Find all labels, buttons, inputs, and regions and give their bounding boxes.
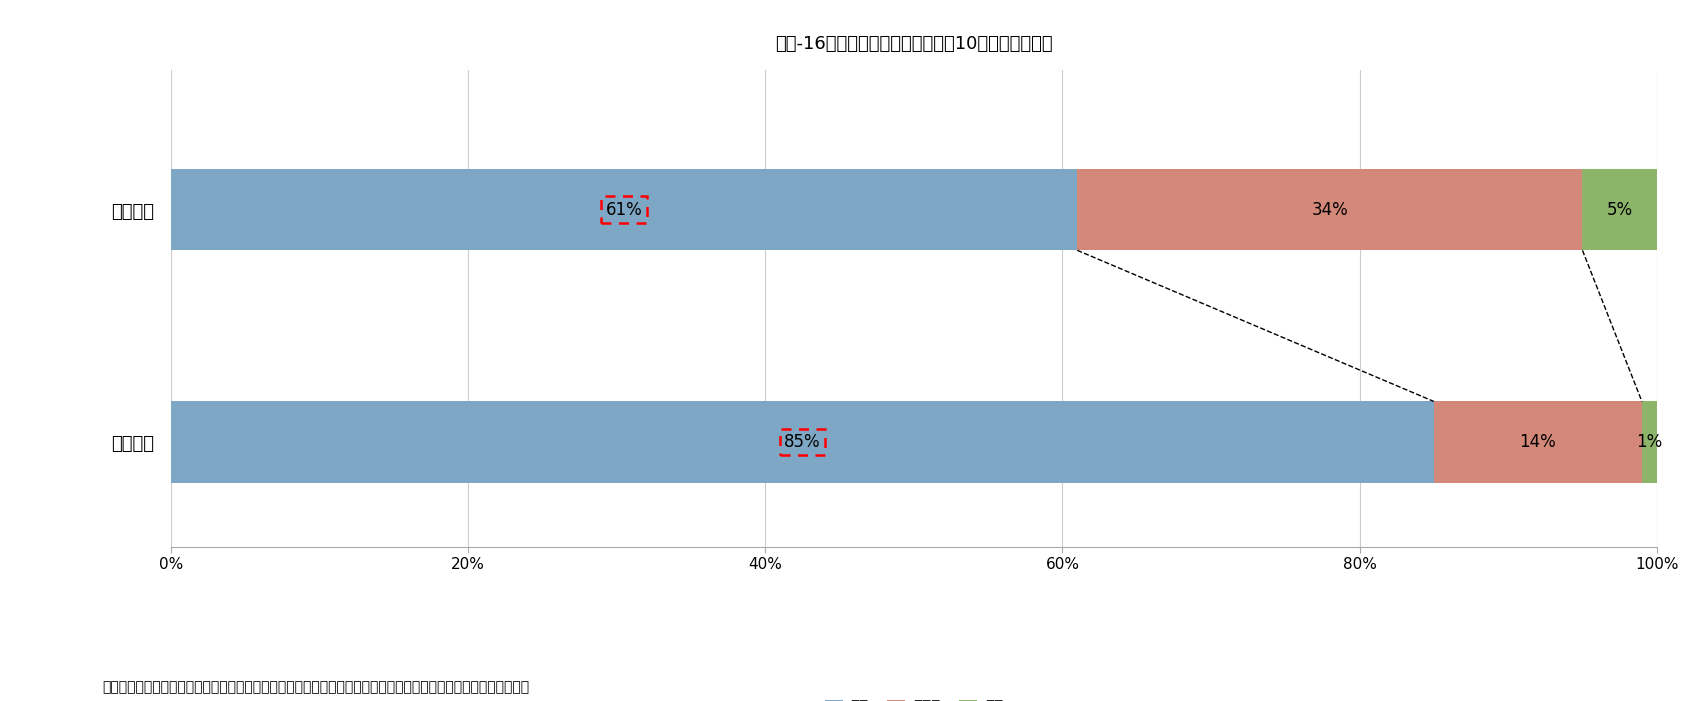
Text: 34%: 34% [1311, 200, 1347, 219]
Bar [1077, 169, 1582, 250]
Text: 5%: 5% [1606, 200, 1632, 219]
Legend: 増加, 横ばい, 減少: 増加, 横ばい, 減少 [818, 693, 1009, 701]
Text: 1%: 1% [1635, 433, 1661, 451]
Text: （出所）国土交通省「不動産売買・責貸業務における外国人対応に関する調査」をもとにニッセイ基礎研究所作成: （出所）国土交通省「不動産売買・責貸業務における外国人対応に関する調査」をもとに… [102, 680, 529, 694]
Text: 85%: 85% [784, 433, 819, 451]
Bar [1434, 402, 1640, 483]
Bar [1581, 169, 1656, 250]
Bar [171, 402, 1434, 483]
Title: 図表-16　外国人客との取引状況（10年前との比較）: 図表-16 外国人客との取引状況（10年前との比較） [775, 35, 1052, 53]
Bar [171, 169, 1077, 250]
Text: 61%: 61% [606, 200, 642, 219]
Text: 14%: 14% [1519, 433, 1555, 451]
Bar [1640, 402, 1656, 483]
